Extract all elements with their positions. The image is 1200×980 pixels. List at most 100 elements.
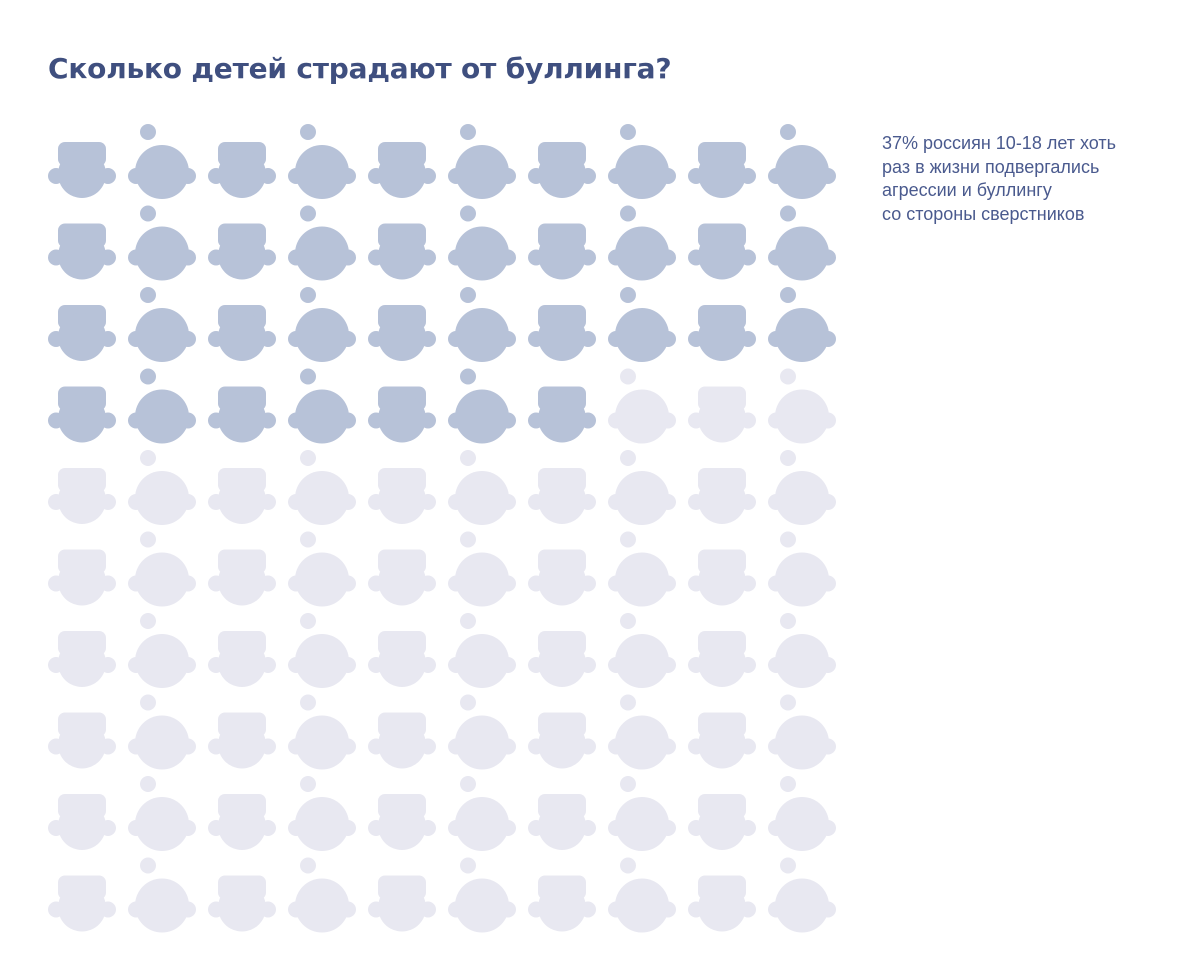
girl-icon xyxy=(768,287,836,362)
girl-icon xyxy=(288,124,356,199)
boy-icon xyxy=(528,794,596,850)
boy-icon xyxy=(528,305,596,361)
boy-icon xyxy=(688,223,756,280)
boy-icon xyxy=(528,549,596,606)
boy-icon xyxy=(528,386,596,443)
boy-icon xyxy=(368,305,436,361)
girl-icon xyxy=(448,776,516,851)
girl-icon xyxy=(768,694,836,770)
girl-icon xyxy=(128,694,196,770)
girl-icon xyxy=(608,613,676,688)
girl-icon xyxy=(608,205,676,281)
pictogram-chart xyxy=(48,124,836,933)
girl-icon xyxy=(608,124,676,199)
boy-icon xyxy=(208,305,276,361)
girl-icon xyxy=(768,205,836,281)
boy-icon xyxy=(688,794,756,850)
girl-icon xyxy=(128,205,196,281)
boy-icon xyxy=(528,468,596,524)
boy-icon xyxy=(688,386,756,443)
girl-icon xyxy=(448,694,516,770)
girl-icon xyxy=(608,857,676,933)
girl-icon xyxy=(768,857,836,933)
girl-icon xyxy=(128,776,196,851)
boy-icon xyxy=(368,468,436,524)
girl-icon xyxy=(768,613,836,688)
boy-icon xyxy=(48,386,116,443)
girl-icon xyxy=(448,613,516,688)
girl-icon xyxy=(448,368,516,444)
boy-icon xyxy=(48,549,116,606)
girl-icon xyxy=(288,694,356,770)
boy-icon xyxy=(528,875,596,932)
boy-icon xyxy=(688,305,756,361)
girl-icon xyxy=(448,857,516,933)
boy-icon xyxy=(208,712,276,769)
girl-icon xyxy=(288,287,356,362)
boy-icon xyxy=(688,142,756,198)
boy-icon xyxy=(368,712,436,769)
boy-icon xyxy=(688,549,756,606)
boy-icon xyxy=(208,386,276,443)
boy-icon xyxy=(688,712,756,769)
boy-icon xyxy=(368,223,436,280)
girl-icon xyxy=(128,450,196,525)
boy-icon xyxy=(368,631,436,687)
girl-icon xyxy=(768,450,836,525)
boy-icon xyxy=(48,794,116,850)
boy-icon xyxy=(528,631,596,687)
boy-icon xyxy=(688,468,756,524)
girl-icon xyxy=(128,124,196,199)
girl-icon xyxy=(608,450,676,525)
girl-icon xyxy=(128,613,196,688)
girl-icon xyxy=(608,776,676,851)
boy-icon xyxy=(48,712,116,769)
boy-icon xyxy=(368,794,436,850)
girl-icon xyxy=(768,531,836,607)
girl-icon xyxy=(288,776,356,851)
girl-icon xyxy=(128,531,196,607)
boy-icon xyxy=(528,223,596,280)
girl-icon xyxy=(128,368,196,444)
boy-icon xyxy=(368,386,436,443)
boy-icon xyxy=(688,631,756,687)
boy-icon xyxy=(208,631,276,687)
girl-icon xyxy=(288,205,356,281)
girl-icon xyxy=(448,531,516,607)
boy-icon xyxy=(48,305,116,361)
page-title: Сколько детей страдают от буллинга? xyxy=(48,52,672,85)
boy-icon xyxy=(48,631,116,687)
boy-icon xyxy=(208,875,276,932)
girl-icon xyxy=(448,287,516,362)
boy-icon xyxy=(208,794,276,850)
girl-icon xyxy=(288,857,356,933)
girl-icon xyxy=(608,531,676,607)
boy-icon xyxy=(368,549,436,606)
boy-icon xyxy=(528,712,596,769)
girl-icon xyxy=(768,368,836,444)
boy-icon xyxy=(368,142,436,198)
girl-icon xyxy=(288,531,356,607)
girl-icon xyxy=(128,287,196,362)
girl-icon xyxy=(448,205,516,281)
girl-icon xyxy=(448,450,516,525)
girl-icon xyxy=(448,124,516,199)
annotation-text: 37% россиян 10-18 лет хоть раз в жизни п… xyxy=(882,133,1117,224)
girl-icon xyxy=(288,368,356,444)
girl-icon xyxy=(288,450,356,525)
boy-icon xyxy=(208,142,276,198)
boy-icon xyxy=(48,142,116,198)
boy-icon xyxy=(208,549,276,606)
boy-icon xyxy=(48,875,116,932)
girl-icon xyxy=(608,368,676,444)
boy-icon xyxy=(688,875,756,932)
boy-icon xyxy=(208,223,276,280)
boy-icon xyxy=(208,468,276,524)
boy-icon xyxy=(528,142,596,198)
boy-icon xyxy=(48,468,116,524)
girl-icon xyxy=(768,776,836,851)
boy-icon xyxy=(368,875,436,932)
girl-icon xyxy=(288,613,356,688)
girl-icon xyxy=(608,694,676,770)
